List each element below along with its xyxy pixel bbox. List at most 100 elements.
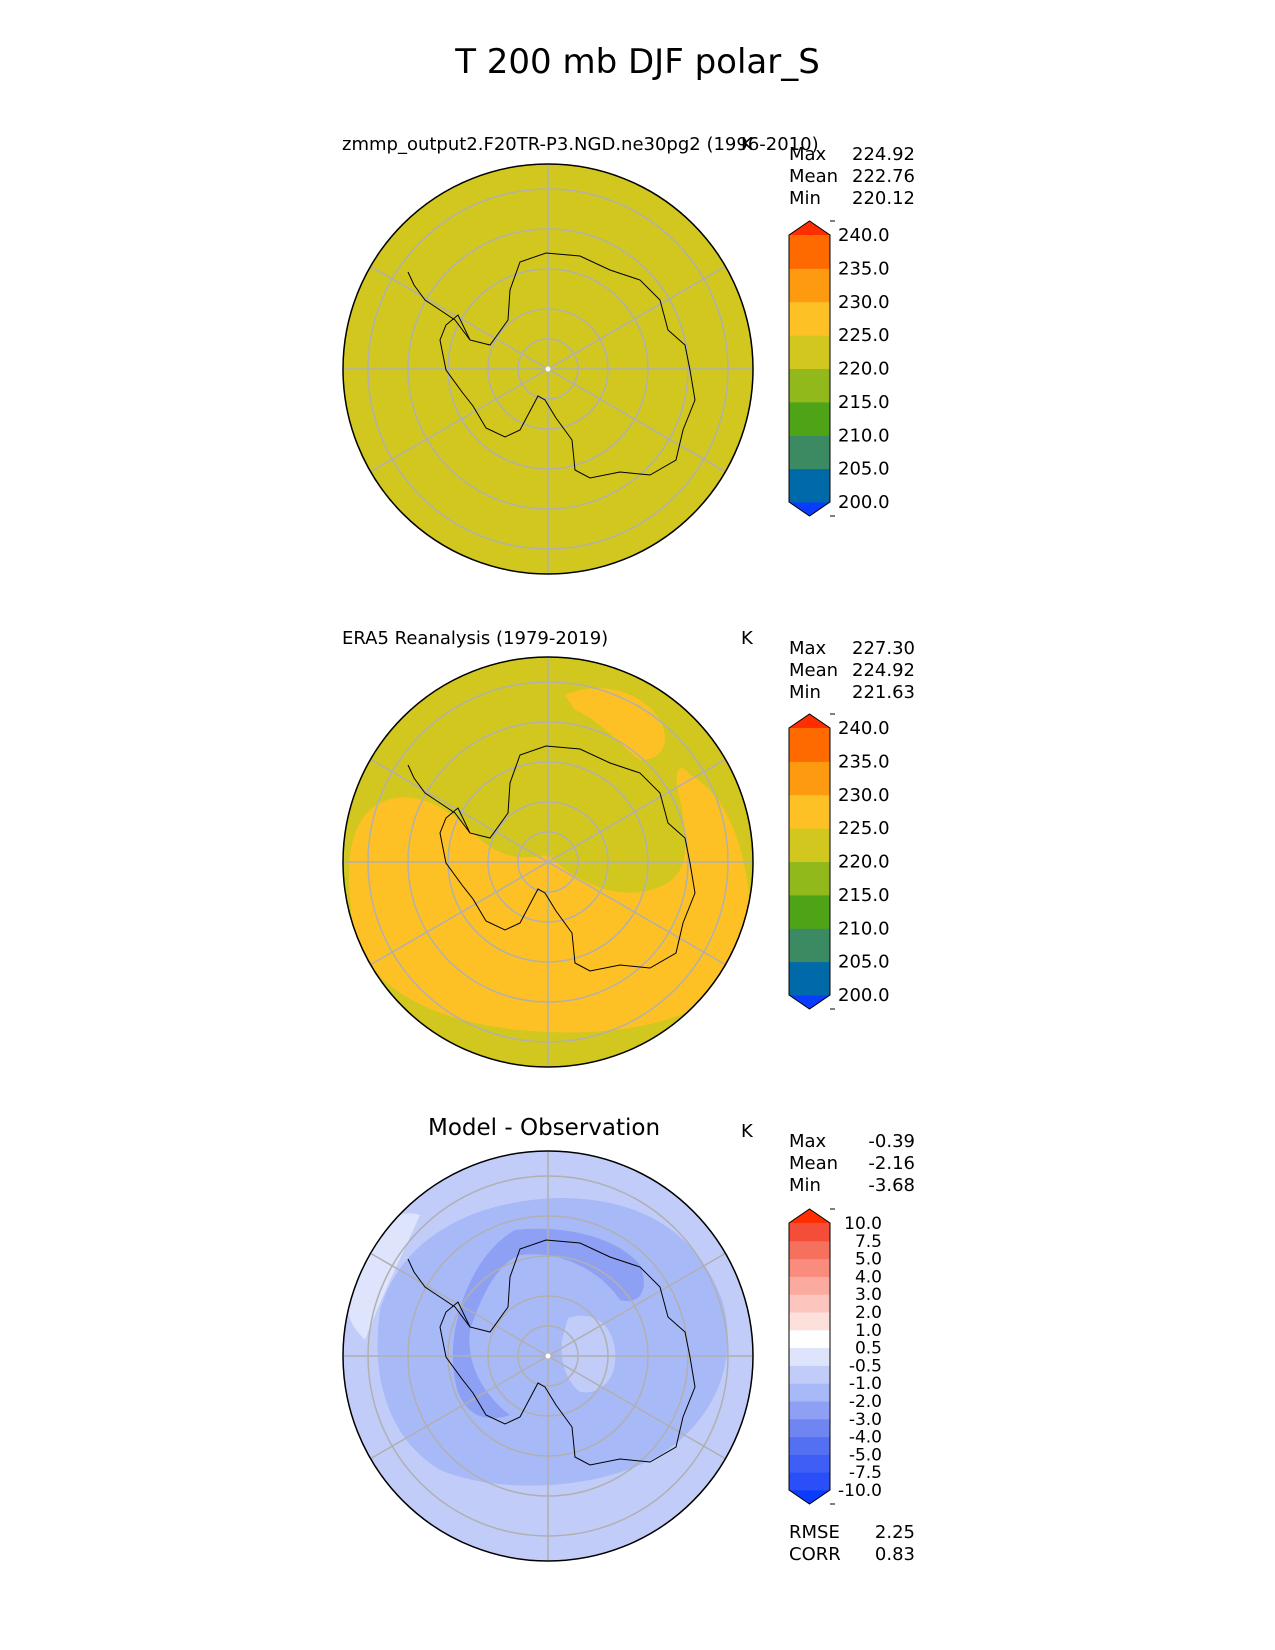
model-min-label: Min (789, 188, 821, 209)
diff-colorbar-tick-label: 0.5 (855, 1339, 882, 1359)
diff-colorbar-tick-label: -0.5 (849, 1356, 882, 1376)
model-colorbar-tick-label: 220.0 (838, 359, 890, 380)
model-units-label: K (741, 134, 753, 155)
obs-colorbar-cell (789, 761, 830, 796)
model-colorbar-tick-label: 205.0 (838, 459, 890, 480)
obs-colorbar-tick-label: 225.0 (838, 818, 890, 839)
obs-panel-title: ERA5 Reanalysis (1979-2019) (342, 628, 609, 649)
diff-colorbar-tick-label: -4.0 (849, 1428, 882, 1448)
obs-mean-value: 224.92 (852, 660, 915, 681)
diff-colorbar-tick-label: -10.0 (838, 1481, 882, 1501)
model-map-boundary (342, 163, 754, 575)
obs-colorbar-tick-label: 205.0 (838, 952, 890, 973)
diff-rmse-value: 2.25 (874, 1522, 915, 1543)
model-colorbar-cell (789, 368, 830, 403)
obs-units-label: K (741, 628, 753, 649)
model-colorbar-cell (789, 401, 830, 436)
obs-min-value: 221.63 (852, 682, 915, 703)
model-antarctica-coastline (439, 252, 696, 479)
diff-colorbar-cell (789, 1454, 830, 1473)
diff-colorbar-cell (789, 1401, 830, 1420)
diff-units-label: K (741, 1121, 753, 1142)
diff-colorbar-cell (789, 1258, 830, 1277)
model-mean-label: Mean (789, 166, 839, 187)
obs-colorbar: 200.0 205.0 210.0 215.0 220.0 225.0 230.0 235.0… (788, 713, 890, 1010)
diff-colorbar-tick-label: -1.0 (849, 1374, 882, 1394)
diff-colorbar-tick-label: 4.0 (855, 1267, 882, 1287)
obs-colorbar-tick-label: 210.0 (838, 918, 890, 939)
figure-title: T 200 mb DJF polar_S (455, 42, 820, 82)
diff-colorbar-cell (789, 1240, 830, 1260)
obs-colorbar-cell (789, 861, 830, 896)
diff-colorbar-tick-label: 10.0 (844, 1214, 882, 1234)
model-stats: Max 224.92 Mean 222.76 Min 220.12 (789, 144, 915, 210)
model-max-value: 224.92 (852, 144, 915, 165)
model-colorbar-outline (788, 220, 831, 517)
model-colorbar-extend-min (789, 502, 830, 516)
model-max-label: Max (789, 144, 827, 165)
diff-colorbar-cell (789, 1294, 830, 1313)
obs-gridlines (343, 657, 753, 1067)
diff-max-label: Max (789, 1131, 827, 1152)
diff-colorbar-tick-label: 2.0 (855, 1303, 882, 1323)
diff-corr-label: CORR (789, 1544, 841, 1565)
diff-colorbar-extend-min (789, 1490, 830, 1504)
obs-colorbar-outline (788, 713, 831, 1010)
diff-metrics: RMSE 2.25 CORR 0.83 (789, 1522, 915, 1566)
diff-peninsula-coastline (407, 1258, 471, 1328)
obs-colorbar-cell (789, 728, 830, 762)
diff-field-minus05-05-edge (345, 1213, 420, 1340)
diff-colorbar-tick-label: -3.0 (849, 1410, 882, 1430)
diff-colorbar-tick-label: 1.0 (855, 1321, 882, 1341)
model-colorbar-tick-label: 215.0 (838, 392, 890, 413)
diff-field-minus1-minus05-centre (561, 1315, 616, 1393)
diff-rmse-label: RMSE (789, 1522, 840, 1543)
obs-colorbar-extend-min (789, 995, 830, 1009)
obs-colorbar-tick-label: 240.0 (838, 718, 890, 739)
model-colorbar-cell (789, 301, 830, 336)
diff-colorbar-tick-label: 5.0 (855, 1250, 882, 1270)
model-pole-marker (545, 366, 551, 372)
obs-max-value: 227.30 (852, 638, 915, 659)
obs-colorbar-cell (789, 894, 830, 929)
diff-colorbar-cell (789, 1347, 830, 1366)
diff-mean-value: -2.16 (868, 1153, 915, 1174)
obs-colorbar-tick-label: 230.0 (838, 785, 890, 806)
obs-max-label: Max (789, 638, 827, 659)
obs-colorbar-extend-max (789, 714, 830, 728)
diff-colorbar-cell (789, 1383, 830, 1402)
diff-panel-title: Model - Observation (428, 1115, 661, 1141)
model-min-value: 220.12 (852, 188, 915, 209)
diff-colorbar-tick-label: 7.5 (855, 1232, 882, 1252)
obs-peninsula-coastline (407, 764, 471, 834)
obs-colorbar-tick-label: 200.0 (838, 985, 890, 1006)
model-peninsula-coastline (407, 271, 471, 341)
obs-colorbar-cell (789, 961, 830, 996)
diff-colorbar: -10.0-7.5-5.0-4.0-3.0-2.0-1.0-0.50.51.02… (788, 1208, 882, 1505)
model-colorbar-tick-label: 210.0 (838, 425, 890, 446)
model-mean-value: 222.76 (852, 166, 915, 187)
obs-colorbar-cell (789, 794, 830, 829)
diff-colorbar-cell (789, 1365, 830, 1384)
diff-pole-marker (545, 1353, 551, 1359)
diff-colorbar-tick-label: -2.0 (849, 1392, 882, 1412)
model-colorbar-tick-label: 200.0 (838, 492, 890, 513)
diff-stats: Max -0.39 Mean -2.16 Min -3.68 (789, 1131, 915, 1197)
diff-colorbar-cell (789, 1276, 830, 1295)
diff-colorbar-cell (789, 1312, 830, 1331)
diff-field-minus3-minus2 (452, 1228, 644, 1419)
diff-corr-value: 0.83 (874, 1544, 915, 1565)
obs-min-label: Min (789, 682, 821, 703)
diff-colorbar-cell (789, 1329, 830, 1349)
obs-field-225-230-upper (565, 688, 665, 760)
diff-colorbar-outline (788, 1208, 831, 1505)
model-colorbar-cell (789, 435, 830, 470)
obs-mean-label: Mean (789, 660, 839, 681)
model-colorbar-cell (789, 468, 830, 503)
model-colorbar-cell (789, 335, 830, 369)
model-panel-title: zmmp_output2.F20TR-P3.NGD.ne30pg2 (1996-… (342, 134, 819, 155)
